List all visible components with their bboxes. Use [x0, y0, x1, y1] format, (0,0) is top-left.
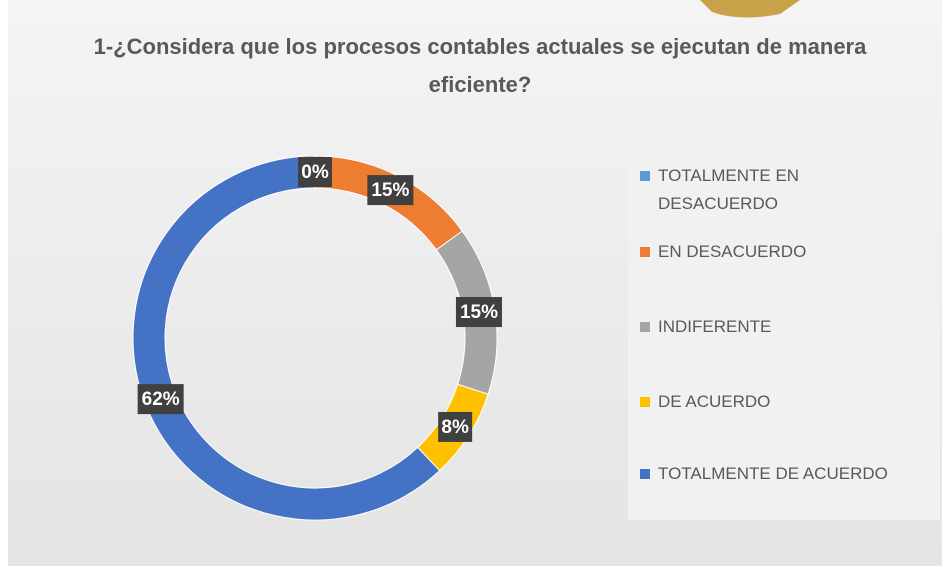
legend-label: TOTALMENTE EN DESACUERDO: [658, 166, 800, 213]
data-label: 0%: [301, 162, 329, 183]
donut-segment: [132, 155, 441, 521]
data-label-box: [438, 411, 473, 442]
legend-swatch: [640, 397, 650, 407]
legend-item: TOTALMENTE DE ACUERDO: [640, 460, 932, 488]
legend-item: EN DESACUERDO: [640, 238, 932, 266]
legend-label: EN DESACUERDO: [658, 242, 807, 261]
legend-label: TOTALMENTE DE ACUERDO: [658, 464, 888, 483]
legend-label: INDIFERENTE: [658, 317, 772, 336]
data-label: 15%: [460, 302, 498, 323]
legend: TOTALMENTE EN DESACUERDO EN DESACUERDO IND…: [628, 152, 940, 520]
legend-swatch: [640, 322, 650, 332]
data-label-box: [137, 384, 184, 415]
data-label: 8%: [441, 417, 469, 438]
data-label-box: [298, 157, 332, 187]
legend-swatch: [640, 469, 650, 479]
chart-title: 1-¿Considera que los procesos contables …: [93, 34, 867, 97]
legend-item: TOTALMENTE EN DESACUERDO: [640, 162, 932, 218]
data-label: 62%: [142, 389, 180, 410]
decoration: [700, 0, 800, 18]
data-label: 15%: [371, 180, 409, 201]
legend-label: DE ACUERDO: [658, 392, 771, 411]
data-label-box: [455, 297, 502, 328]
legend-item: INDIFERENTE: [640, 313, 932, 341]
data-label-box: [367, 175, 414, 206]
legend-item: DE ACUERDO: [640, 388, 932, 416]
legend-swatch: [640, 171, 650, 181]
legend-swatch: [640, 247, 650, 257]
